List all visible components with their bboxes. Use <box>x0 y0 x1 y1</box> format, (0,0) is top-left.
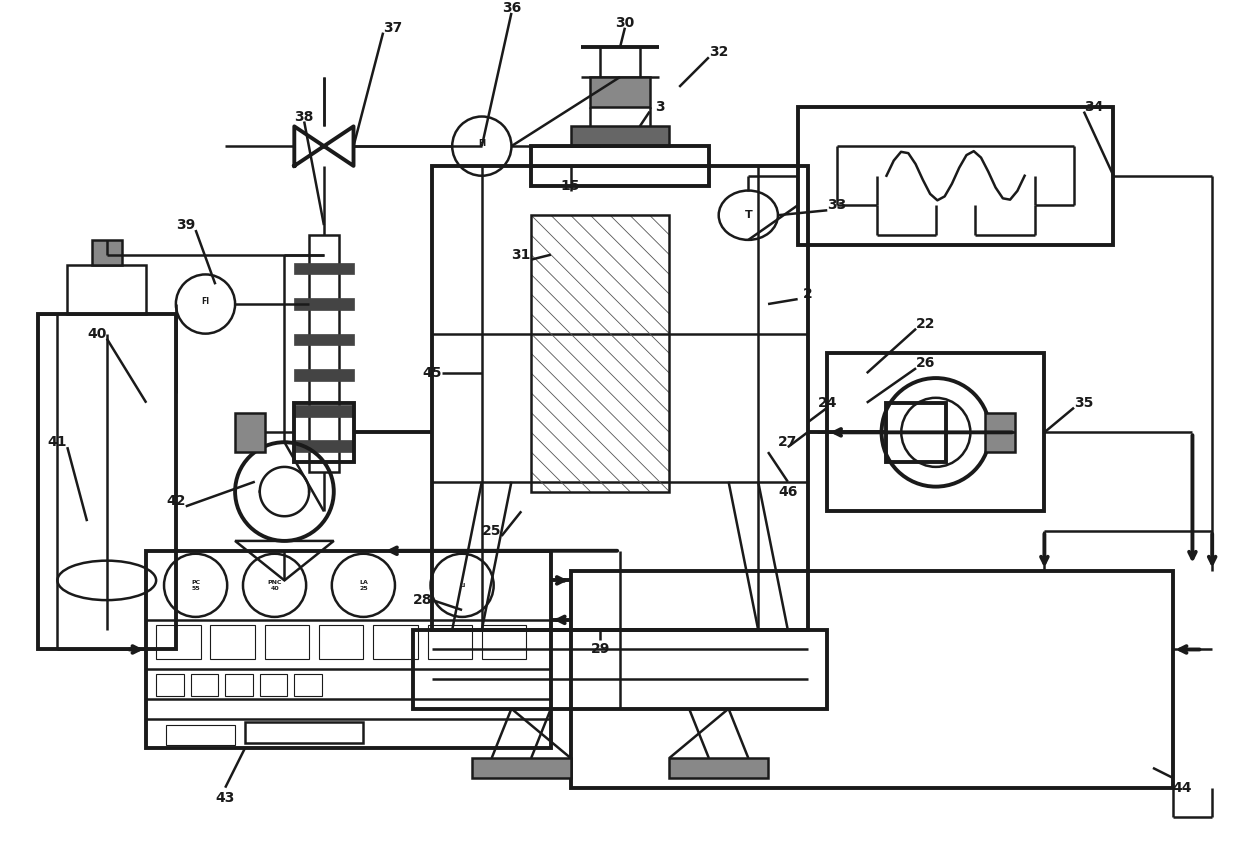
Bar <box>294 404 353 417</box>
Bar <box>887 403 946 462</box>
Bar <box>259 674 288 696</box>
Bar <box>670 758 768 778</box>
Bar <box>472 758 570 778</box>
Bar <box>531 146 709 186</box>
Bar <box>319 625 363 660</box>
Bar <box>166 726 236 746</box>
Text: FI: FI <box>477 139 486 148</box>
Bar <box>294 369 353 381</box>
Bar <box>428 625 472 660</box>
Text: LI: LI <box>459 582 465 588</box>
Bar <box>294 298 353 310</box>
Bar <box>226 674 253 696</box>
Bar <box>294 674 322 696</box>
Text: 39: 39 <box>176 218 196 232</box>
Text: T: T <box>744 210 753 220</box>
Text: 25: 25 <box>482 524 501 538</box>
Bar <box>236 412 264 452</box>
Bar <box>797 107 1114 245</box>
Bar <box>146 551 551 748</box>
Text: 2: 2 <box>802 287 812 301</box>
Bar <box>294 333 353 345</box>
Text: LA
25: LA 25 <box>358 580 368 590</box>
Bar <box>309 235 339 472</box>
Text: 43: 43 <box>216 791 234 805</box>
Text: 35: 35 <box>1074 396 1094 410</box>
Bar <box>570 127 670 146</box>
Bar <box>37 314 176 649</box>
Text: 45: 45 <box>423 366 443 380</box>
Bar <box>373 625 418 660</box>
Text: PC
55: PC 55 <box>191 580 200 590</box>
Bar <box>433 166 807 630</box>
Text: 31: 31 <box>512 247 531 261</box>
Text: 24: 24 <box>817 396 837 410</box>
Text: 28: 28 <box>413 593 433 607</box>
Bar <box>92 240 122 265</box>
Text: PNC
40: PNC 40 <box>268 580 281 590</box>
Bar <box>482 625 526 660</box>
Text: 38: 38 <box>294 109 314 123</box>
Text: 33: 33 <box>827 199 847 213</box>
Bar <box>413 630 827 708</box>
Bar <box>191 674 218 696</box>
Text: 27: 27 <box>777 435 797 450</box>
Bar <box>985 412 1014 452</box>
Text: 40: 40 <box>87 326 107 340</box>
Text: 22: 22 <box>916 317 936 331</box>
Bar <box>294 440 353 452</box>
Text: FI: FI <box>201 297 210 306</box>
Text: 37: 37 <box>383 21 403 35</box>
Bar <box>590 77 650 107</box>
Bar <box>67 265 146 314</box>
Text: 42: 42 <box>166 495 186 509</box>
Bar <box>531 215 670 491</box>
Bar <box>156 625 201 660</box>
Text: 44: 44 <box>1173 780 1193 795</box>
Bar <box>156 674 184 696</box>
Bar <box>246 721 363 743</box>
Text: 29: 29 <box>590 642 610 656</box>
Bar <box>827 353 1044 511</box>
Text: 15: 15 <box>560 179 580 193</box>
Text: 3: 3 <box>655 100 665 114</box>
Bar <box>294 263 353 274</box>
Bar <box>264 625 309 660</box>
Text: 32: 32 <box>709 45 728 59</box>
Text: 30: 30 <box>615 16 635 30</box>
Bar <box>294 403 353 462</box>
Text: 34: 34 <box>1084 100 1104 114</box>
Bar <box>570 570 1173 787</box>
Text: 26: 26 <box>916 356 936 371</box>
Bar <box>211 625 255 660</box>
Text: 41: 41 <box>47 435 67 450</box>
Text: 36: 36 <box>502 1 521 15</box>
Text: 46: 46 <box>777 484 797 498</box>
